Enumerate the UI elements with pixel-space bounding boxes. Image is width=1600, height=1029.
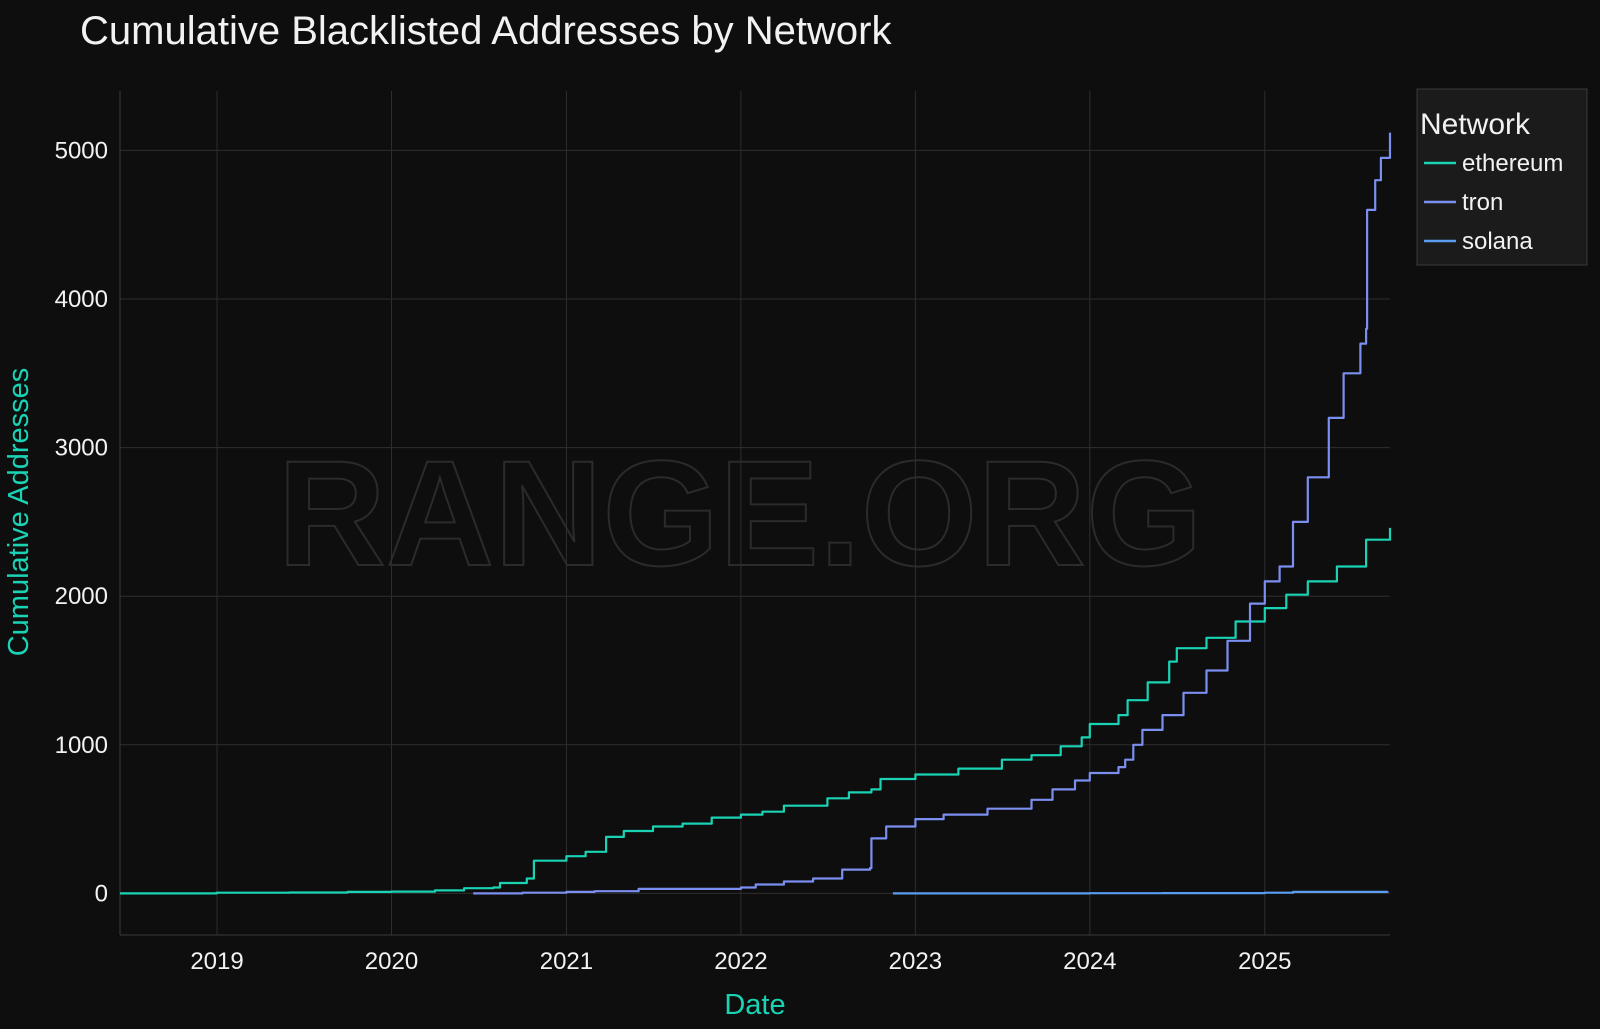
series-line-tron: [473, 132, 1392, 895]
x-tick-label: 2022: [714, 948, 767, 975]
legend[interactable]: Network ethereum tron solana: [1416, 88, 1588, 266]
tick-labels: 0 1000 2000 3000 4000 5000 2019 2020 2021 2022 202…: [55, 137, 1292, 975]
y-tick-label: 5000: [55, 137, 108, 164]
series-lines: [120, 132, 1392, 895]
legend-item-solana[interactable]: solana: [1424, 228, 1533, 255]
watermark-text: RANGE.ORG: [277, 429, 1202, 597]
series-line-solana: [892, 890, 1389, 895]
y-axis-title: Cumulative Addresses: [3, 368, 35, 657]
y-tick-label: 2000: [55, 583, 108, 610]
legend-item-tron[interactable]: tron: [1424, 189, 1503, 216]
legend-box: [1416, 88, 1588, 266]
y-tick-label: 4000: [55, 286, 108, 313]
x-tick-label: 2025: [1238, 948, 1291, 975]
x-tick-label: 2023: [889, 948, 942, 975]
x-tick-label: 2021: [540, 948, 593, 975]
legend-label: tron: [1462, 189, 1503, 216]
x-axis-title: Date: [724, 989, 785, 1021]
chart-title: Cumulative Blacklisted Addresses by Netw…: [80, 9, 892, 53]
legend-item-ethereum[interactable]: ethereum: [1424, 150, 1563, 177]
legend-label: solana: [1462, 228, 1533, 255]
y-tick-label: 3000: [55, 435, 108, 462]
x-tick-label: 2020: [365, 948, 418, 975]
grid: [119, 91, 1390, 936]
x-tick-label: 2024: [1063, 948, 1116, 975]
legend-label: ethereum: [1462, 150, 1563, 177]
series-line-ethereum: [120, 527, 1392, 895]
y-tick-label: 0: [95, 880, 108, 907]
x-tick-label: 2019: [190, 948, 243, 975]
y-tick-label: 1000: [55, 732, 108, 759]
legend-title: Network: [1420, 108, 1531, 141]
